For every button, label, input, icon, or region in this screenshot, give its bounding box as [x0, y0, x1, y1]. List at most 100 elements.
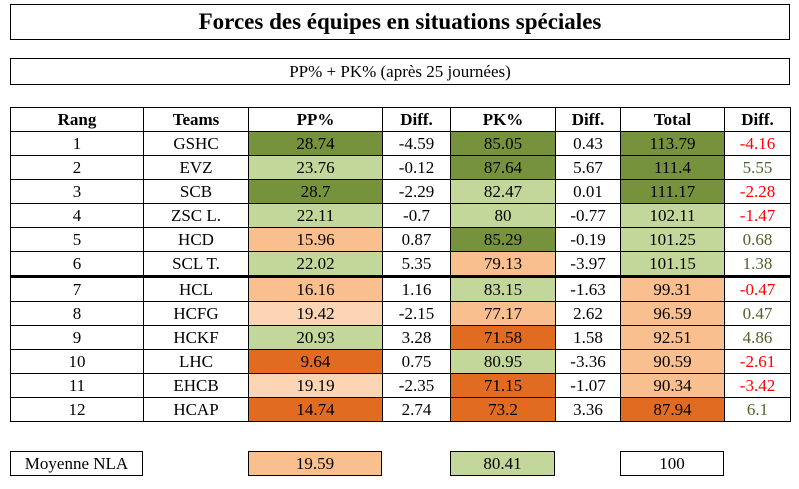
- rang-cell: 11: [10, 373, 144, 398]
- pk-diff-cell: 2.62: [555, 301, 621, 326]
- subtitle: PP% + PK% (après 25 journées): [10, 58, 790, 85]
- team-cell: GSHC: [143, 131, 249, 156]
- header-pp: PP%: [248, 107, 383, 132]
- header-total-diff: Diff.: [724, 107, 791, 132]
- pp-cell: 16.16: [248, 275, 383, 302]
- page-title: Forces des équipes en situations spécial…: [10, 4, 790, 40]
- team-cell: EHCB: [143, 373, 249, 398]
- total-diff-cell: 1.38: [724, 251, 791, 277]
- pp-cell: 19.19: [248, 373, 383, 398]
- footer-total-average: 100: [620, 451, 724, 476]
- pp-diff-cell: 3.28: [382, 325, 451, 350]
- footer-pk-average: 80.41: [450, 451, 555, 476]
- header-pk: PK%: [450, 107, 556, 132]
- pp-cell: 15.96: [248, 227, 383, 252]
- rang-cell: 9: [10, 325, 144, 350]
- rang-cell: 12: [10, 397, 144, 422]
- total-cell: 99.31: [620, 275, 725, 302]
- total-diff-cell: -2.28: [724, 179, 791, 204]
- total-diff-cell: 4.86: [724, 325, 791, 350]
- pk-cell: 85.05: [450, 131, 556, 156]
- pk-diff-cell: 3.36: [555, 397, 621, 422]
- team-cell: HCFG: [143, 301, 249, 326]
- team-cell: ZSC L.: [143, 203, 249, 228]
- pk-diff-cell: -1.07: [555, 373, 621, 398]
- pk-cell: 87.64: [450, 155, 556, 180]
- pk-diff-cell: 0.43: [555, 131, 621, 156]
- total-cell: 90.34: [620, 373, 725, 398]
- header-teams: Teams: [143, 107, 249, 132]
- pp-diff-cell: 2.74: [382, 397, 451, 422]
- total-diff-cell: -4.16: [724, 131, 791, 156]
- pk-cell: 73.2: [450, 397, 556, 422]
- total-diff-cell: -3.42: [724, 373, 791, 398]
- pp-cell: 28.74: [248, 131, 383, 156]
- total-cell: 113.79: [620, 131, 725, 156]
- table-row: 9 HCKF 20.93 3.28 71.58 1.58 92.51 4.86: [10, 325, 791, 350]
- rang-cell: 3: [10, 179, 144, 204]
- total-cell: 92.51: [620, 325, 725, 350]
- total-diff-cell: -0.47: [724, 275, 791, 302]
- total-cell: 111.17: [620, 179, 725, 204]
- table-row: 8 HCFG 19.42 -2.15 77.17 2.62 96.59 0.47: [10, 301, 791, 326]
- pk-diff-cell: -0.77: [555, 203, 621, 228]
- team-cell: EVZ: [143, 155, 249, 180]
- rang-cell: 8: [10, 301, 144, 326]
- pp-cell: 23.76: [248, 155, 383, 180]
- pk-cell: 85.29: [450, 227, 556, 252]
- table-row: 6 SCL T. 22.02 5.35 79.13 -3.97 101.15 1.38: [10, 251, 791, 277]
- total-cell: 102.11: [620, 203, 725, 228]
- pk-cell: 77.17: [450, 301, 556, 326]
- team-cell: HCD: [143, 227, 249, 252]
- rang-cell: 4: [10, 203, 144, 228]
- pk-diff-cell: -3.97: [555, 251, 621, 277]
- rang-cell: 1: [10, 131, 144, 156]
- total-diff-cell: -2.61: [724, 349, 791, 374]
- team-cell: HCAP: [143, 397, 249, 422]
- table-row: 10 LHC 9.64 0.75 80.95 -3.36 90.59 -2.61: [10, 349, 791, 374]
- header-pk-diff: Diff.: [555, 107, 621, 132]
- pp-diff-cell: -0.7: [382, 203, 451, 228]
- rang-cell: 7: [10, 275, 144, 302]
- team-cell: HCKF: [143, 325, 249, 350]
- rang-cell: 2: [10, 155, 144, 180]
- pp-cell: 14.74: [248, 397, 383, 422]
- table-row: 7 HCL 16.16 1.16 83.15 -1.63 99.31 -0.47: [10, 275, 791, 302]
- pp-diff-cell: 5.35: [382, 251, 451, 277]
- total-diff-cell: -1.47: [724, 203, 791, 228]
- total-diff-cell: 0.68: [724, 227, 791, 252]
- total-cell: 87.94: [620, 397, 725, 422]
- team-cell: LHC: [143, 349, 249, 374]
- header-total: Total: [620, 107, 725, 132]
- pk-diff-cell: -0.19: [555, 227, 621, 252]
- header-rang: Rang: [10, 107, 144, 132]
- pp-cell: 28.7: [248, 179, 383, 204]
- table-row: 1 GSHC 28.74 -4.59 85.05 0.43 113.79 -4.16: [10, 131, 791, 156]
- total-cell: 111.4: [620, 155, 725, 180]
- pp-cell: 20.93: [248, 325, 383, 350]
- pp-cell: 22.02: [248, 251, 383, 277]
- pp-diff-cell: 0.75: [382, 349, 451, 374]
- pp-diff-cell: 0.87: [382, 227, 451, 252]
- footer-pp-average: 19.59: [248, 451, 382, 476]
- total-diff-cell: 5.55: [724, 155, 791, 180]
- table-row: 2 EVZ 23.76 -0.12 87.64 5.67 111.4 5.55: [10, 155, 791, 180]
- pk-cell: 80: [450, 203, 556, 228]
- pk-cell: 83.15: [450, 275, 556, 302]
- table-row: 12 HCAP 14.74 2.74 73.2 3.36 87.94 6.1: [10, 397, 791, 422]
- table-row: 11 EHCB 19.19 -2.35 71.15 -1.07 90.34 -3.42: [10, 373, 791, 398]
- table-row: 3 SCB 28.7 -2.29 82.47 0.01 111.17 -2.28: [10, 179, 791, 204]
- pk-cell: 71.15: [450, 373, 556, 398]
- team-cell: HCL: [143, 275, 249, 302]
- total-cell: 101.15: [620, 251, 725, 277]
- pp-cell: 22.11: [248, 203, 383, 228]
- team-cell: SCL T.: [143, 251, 249, 277]
- pp-diff-cell: -4.59: [382, 131, 451, 156]
- pk-diff-cell: -1.63: [555, 275, 621, 302]
- pp-diff-cell: -2.15: [382, 301, 451, 326]
- total-cell: 96.59: [620, 301, 725, 326]
- pp-diff-cell: -2.29: [382, 179, 451, 204]
- rang-cell: 6: [10, 251, 144, 277]
- pk-cell: 82.47: [450, 179, 556, 204]
- pk-diff-cell: 1.58: [555, 325, 621, 350]
